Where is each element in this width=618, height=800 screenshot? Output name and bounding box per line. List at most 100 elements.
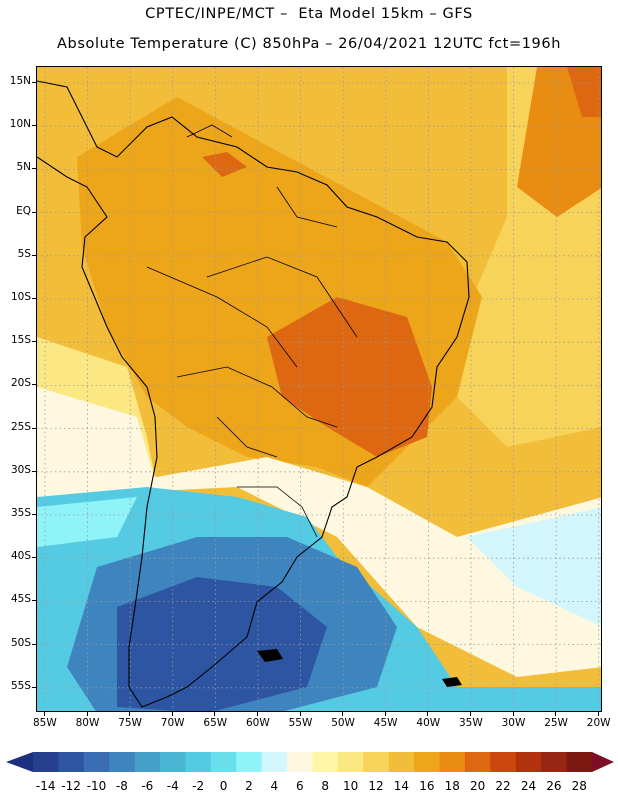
lon-tick-label: 30W	[501, 717, 526, 729]
colorbar-tick-label: -10	[86, 779, 107, 793]
lon-tick-label: 80W	[75, 717, 100, 729]
lat-tick	[32, 82, 36, 83]
colorbar-tick-label: -8	[115, 779, 128, 793]
colorbar-segment	[236, 752, 263, 772]
lat-tick-label: 15S	[10, 334, 31, 347]
lat-tick	[32, 470, 36, 472]
lat-tick	[32, 168, 36, 170]
colorbar-segment	[337, 752, 364, 772]
colorbar-segment	[363, 752, 390, 772]
colorbar-tick-label: 18	[444, 779, 460, 793]
lon-tick	[384, 712, 386, 716]
lon-tick-label: 50W	[331, 717, 355, 729]
colorbar-segment	[541, 752, 568, 772]
lon-tick	[214, 712, 216, 716]
colorbar-segment	[261, 752, 288, 772]
lon-tick-label: 20W	[586, 717, 611, 729]
lon-tick	[427, 712, 429, 716]
colorbar-tick-label: 16	[419, 779, 435, 793]
field-pacific-cream	[37, 387, 157, 487]
colorbar-segment	[566, 752, 593, 772]
colorbar-tick-label: 2	[245, 779, 253, 793]
lat-tick-label: 10S	[10, 291, 31, 303]
map-title: CPTEC/INPE/MCT – Eta Model 15km – GFS	[145, 6, 473, 22]
temperature-field	[37, 67, 601, 711]
colorbar-segment	[134, 752, 161, 772]
map-subtitle: Absolute Temperature (C) 850hPa – 26/04/…	[57, 36, 561, 52]
lat-tick-label: 25S	[10, 420, 31, 433]
lon-tick-label: 45W	[373, 717, 398, 729]
field-coldest-core	[117, 577, 327, 711]
lon-tick	[86, 712, 88, 716]
lon-tick	[299, 712, 301, 716]
field-atlantic-hot	[567, 67, 601, 117]
colorbar-tick-label: 4	[270, 779, 279, 793]
colorbar-tick-label: -12	[61, 779, 81, 793]
lat-tick	[32, 514, 36, 515]
colorbar-segment	[414, 752, 441, 772]
islands	[257, 649, 462, 687]
lat-tick-label: 10N	[9, 118, 31, 131]
colorbar-tick-label: 8	[321, 779, 330, 793]
lon-tick-label: 60W	[246, 717, 270, 729]
lon-tick-label: 55W	[288, 717, 313, 729]
lat-tick-label: EQ	[16, 204, 31, 217]
temperature-map	[36, 66, 602, 712]
lon-tick	[44, 712, 45, 716]
lon-tick	[171, 712, 173, 716]
lon-tick	[512, 712, 514, 716]
colorbar-segment	[210, 752, 237, 772]
colorbar-tick-label: 22	[495, 779, 511, 793]
lon-tick	[257, 712, 258, 716]
coastline	[37, 80, 470, 708]
colorbar-segment	[109, 752, 136, 772]
colorbar-segment	[160, 752, 186, 772]
colorbar-tick-label: -2	[192, 779, 205, 793]
lat-tick	[32, 211, 36, 213]
lat-tick-label: 45S	[10, 593, 31, 606]
lon-tick	[342, 712, 344, 716]
colorbar-segment	[58, 752, 85, 772]
colorbar-tick-label: 20	[470, 779, 486, 793]
colorbar-tick-label: 14	[393, 779, 410, 793]
lat-tick-label: 20S	[10, 377, 31, 390]
field-pacific-light-cyan	[37, 497, 137, 547]
lon-tick	[555, 712, 557, 716]
lat-tick-label: 5N	[16, 161, 31, 174]
lon-tick-label: 75W	[118, 717, 142, 729]
colorbar	[6, 752, 614, 772]
lat-tick	[32, 557, 36, 559]
lat-tick-label: 55S	[10, 679, 31, 692]
lon-tick-label: 85W	[33, 717, 57, 729]
lat-tick	[32, 686, 36, 688]
colorbar-segment	[439, 752, 466, 772]
lon-tick	[597, 712, 599, 716]
colorbar-segment	[464, 752, 491, 772]
colorbar-segment	[83, 752, 110, 772]
colorbar-tick-label: 12	[368, 779, 384, 793]
lon-tick	[470, 712, 471, 716]
colorbar-high-arrow	[592, 752, 614, 772]
colorbar-tick-label: 6	[295, 779, 304, 793]
lat-tick-label: 30S	[10, 463, 31, 476]
lat-tick	[32, 643, 36, 645]
lon-tick-label: 25W	[544, 717, 568, 729]
colorbar-segment	[490, 752, 517, 772]
colorbar-tick-label: -6	[141, 779, 154, 793]
lat-tick-label: 5S	[17, 247, 31, 260]
colorbar-segment	[287, 752, 313, 772]
lat-tick	[32, 427, 36, 429]
colorbar-segment	[185, 752, 212, 772]
colorbar-segment	[312, 752, 339, 772]
field-south-atlantic-light	[467, 507, 601, 627]
lat-tick-label: 35S	[10, 507, 31, 519]
colorbar-segment	[33, 752, 59, 772]
colorbar-tick-label: 28	[571, 779, 587, 793]
lat-tick	[32, 600, 36, 602]
colorbar-low-arrow	[6, 752, 33, 772]
lat-tick	[32, 384, 36, 386]
lat-tick-label: 50S	[10, 636, 31, 649]
borders	[146, 124, 358, 538]
lon-tick-label: 40W	[416, 717, 441, 729]
field-venezuela-hot	[202, 152, 247, 177]
